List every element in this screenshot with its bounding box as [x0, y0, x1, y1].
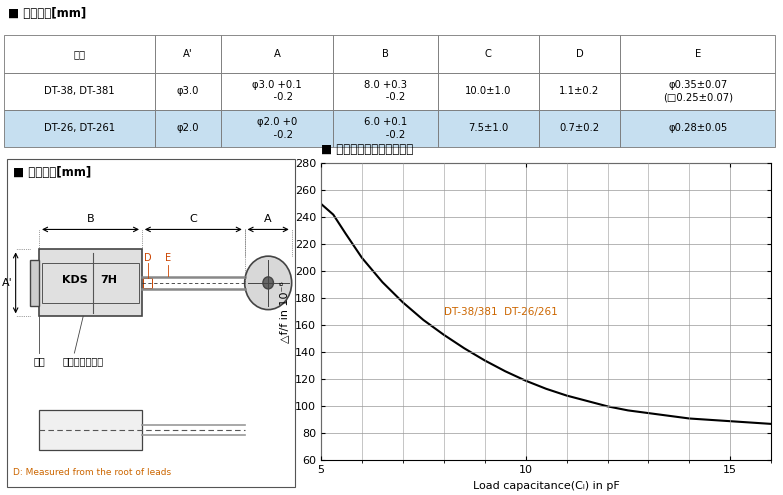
Bar	[334, 35, 438, 73]
Text: φ0.28±0.05: φ0.28±0.05	[668, 123, 727, 134]
Text: 1.1±0.2: 1.1±0.2	[559, 86, 600, 96]
Text: ■ 負荷容量特性（代表例）: ■ 負荷容量特性（代表例）	[321, 143, 413, 156]
Bar	[438, 110, 539, 147]
Text: 10.0±1.0: 10.0±1.0	[465, 86, 511, 96]
Bar	[334, 73, 438, 110]
Text: 型名: 型名	[74, 49, 85, 59]
Text: DT-38/381  DT-26/261: DT-38/381 DT-26/261	[444, 307, 557, 317]
Text: E: E	[165, 253, 171, 263]
Bar	[4, 73, 155, 110]
Text: φ3.0 +0.1
    -0.2: φ3.0 +0.1 -0.2	[252, 80, 302, 102]
X-axis label: Load capacitance(Cₗ) in pF: Load capacitance(Cₗ) in pF	[473, 481, 619, 491]
Bar	[143, 278, 152, 288]
Bar	[39, 410, 142, 450]
Text: φ2.0 +0
    -0.2: φ2.0 +0 -0.2	[257, 117, 298, 140]
Text: φ3.0: φ3.0	[177, 86, 199, 96]
Bar	[620, 35, 775, 73]
Circle shape	[263, 277, 273, 289]
Bar	[438, 73, 539, 110]
Text: 7H: 7H	[100, 275, 117, 285]
Bar	[155, 73, 221, 110]
Bar	[221, 73, 334, 110]
Text: C: C	[485, 49, 492, 59]
Bar	[334, 110, 438, 147]
Text: A': A'	[183, 49, 193, 59]
Bar	[221, 35, 334, 73]
Text: A: A	[265, 214, 272, 224]
Text: 製造ロット番号: 製造ロット番号	[63, 356, 104, 366]
Bar	[155, 35, 221, 73]
Text: 8.0 +0.3
      -0.2: 8.0 +0.3 -0.2	[364, 80, 407, 102]
Text: 6.0 +0.1
      -0.2: 6.0 +0.1 -0.2	[364, 117, 407, 140]
Text: KDS: KDS	[62, 275, 88, 285]
Bar	[620, 73, 775, 110]
Text: D: D	[144, 253, 152, 263]
Text: 0.7±0.2: 0.7±0.2	[559, 123, 600, 134]
Text: ■ 外形尺法[mm]: ■ 外形尺法[mm]	[8, 7, 86, 20]
Text: ■ 外形尺法[mm]: ■ 外形尺法[mm]	[13, 166, 91, 179]
Bar	[620, 110, 775, 147]
Text: B: B	[382, 49, 389, 59]
Text: 社名: 社名	[34, 356, 45, 366]
Text: DT-26, DT-261: DT-26, DT-261	[44, 123, 115, 134]
Text: 7.5±1.0: 7.5±1.0	[468, 123, 508, 134]
Bar	[31, 259, 39, 306]
Bar	[438, 35, 539, 73]
Text: φ0.35±0.07
(□0.25±0.07): φ0.35±0.07 (□0.25±0.07)	[662, 80, 733, 102]
Bar	[221, 110, 334, 147]
Text: φ2.0: φ2.0	[177, 123, 199, 134]
Bar	[539, 35, 620, 73]
Bar	[539, 110, 620, 147]
Text: D: D	[576, 49, 583, 59]
Text: D: Measured from the root of leads: D: Measured from the root of leads	[13, 468, 171, 477]
Circle shape	[245, 256, 292, 310]
Bar	[155, 110, 221, 147]
Bar	[539, 73, 620, 110]
Text: E: E	[695, 49, 701, 59]
Text: C: C	[189, 214, 197, 224]
Text: B: B	[87, 214, 94, 224]
Text: A: A	[274, 49, 280, 59]
Bar	[4, 35, 155, 73]
Bar	[39, 249, 142, 316]
Bar	[42, 263, 139, 303]
Text: DT-38, DT-381: DT-38, DT-381	[44, 86, 115, 96]
Bar	[4, 110, 155, 147]
Text: A': A'	[2, 278, 13, 288]
Y-axis label: △f/f in 10⁻⁶: △f/f in 10⁻⁶	[280, 281, 290, 343]
